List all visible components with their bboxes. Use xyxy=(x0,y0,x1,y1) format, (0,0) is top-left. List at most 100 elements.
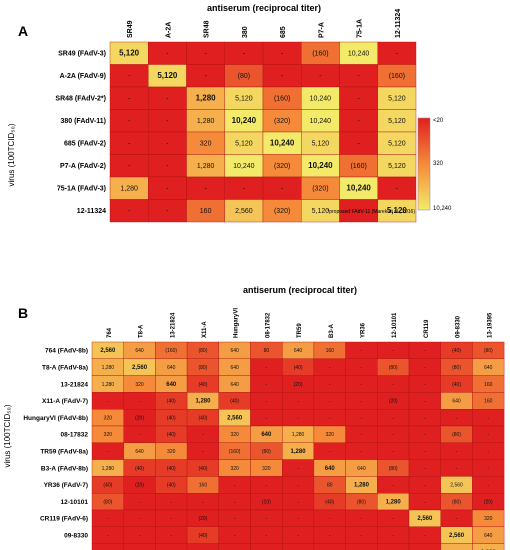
cell-value: (40) xyxy=(167,399,176,405)
cell-value: - xyxy=(139,399,141,405)
cell-value: - xyxy=(202,499,204,505)
cell-value: - xyxy=(170,533,172,539)
cell-value: - xyxy=(204,51,207,58)
cell-value: - xyxy=(128,141,131,148)
cell-value: - xyxy=(487,432,489,438)
cell-value: - xyxy=(139,432,141,438)
cell-value: (80) xyxy=(357,499,366,505)
cell-value: (10) xyxy=(262,499,271,505)
cell-value: - xyxy=(128,96,131,103)
cell-value: 640 xyxy=(261,432,272,438)
cell-value: 640 xyxy=(325,466,336,472)
cell-value: - xyxy=(392,382,394,388)
column-header: 13-19395 xyxy=(487,312,493,338)
cell-value: 5,120 xyxy=(388,163,406,170)
cell-value: - xyxy=(357,73,360,80)
cell-value: - xyxy=(281,73,284,80)
cell-value: - xyxy=(170,516,172,522)
cell-value: - xyxy=(297,466,299,472)
cell-value: - xyxy=(139,533,141,539)
cell-value: 1,280 xyxy=(291,449,307,455)
cell-value: - xyxy=(297,483,299,489)
cell-value: (80) xyxy=(198,365,207,371)
cell-value: 640 xyxy=(484,533,493,539)
column-header: 380 xyxy=(242,26,249,38)
cell-value: (320) xyxy=(274,163,290,170)
cell-value: 2,560 xyxy=(227,415,243,421)
cell-value: - xyxy=(266,399,268,405)
cell-value: 1,280 xyxy=(102,382,115,388)
cell-value: (20) xyxy=(484,499,493,505)
cell-value: 10,240 xyxy=(233,163,255,170)
cell-value: - xyxy=(392,533,394,539)
cell-value: 10,240 xyxy=(348,51,370,58)
cell-value: - xyxy=(487,466,489,472)
cell-value: (20) xyxy=(135,483,144,489)
cell-value: - xyxy=(166,51,169,58)
heatmap-cell xyxy=(472,543,505,550)
cell-value: - xyxy=(361,432,363,438)
cell-value: - xyxy=(329,382,331,388)
cell-value: - xyxy=(487,483,489,489)
cell-value: - xyxy=(357,96,360,103)
panel-a-label: A xyxy=(18,23,28,39)
cell-value: - xyxy=(166,208,169,215)
cell-value: - xyxy=(107,449,109,455)
cell-value: 2,560 xyxy=(449,533,465,539)
cell-value: - xyxy=(456,516,458,522)
cell-value: 10,240 xyxy=(308,161,333,170)
cell-value: 320 xyxy=(262,466,271,472)
column-header: SR48 xyxy=(204,20,211,38)
heatmap-cell xyxy=(282,543,315,550)
cell-value: 320 xyxy=(230,432,239,438)
cell-value: 1,280 xyxy=(102,365,115,371)
cell-value: (40) xyxy=(167,432,176,438)
cell-value: - xyxy=(266,382,268,388)
cell-value: - xyxy=(329,415,331,421)
panel-b-ylabel: virus (100TCID₅₀) xyxy=(3,404,12,467)
cell-value: - xyxy=(234,533,236,539)
cell-value: - xyxy=(392,483,394,489)
cell-value: 1,280 xyxy=(102,466,115,472)
cell-value: - xyxy=(424,365,426,371)
row-label: 09-8330 xyxy=(64,532,88,539)
cell-value: 5,120 xyxy=(388,141,406,148)
cell-value: (40) xyxy=(198,466,207,472)
row-label: CR119 (FAdV-6) xyxy=(40,516,88,523)
column-header: X11-A xyxy=(202,321,208,338)
cell-value: - xyxy=(424,449,426,455)
cell-value: 320 xyxy=(200,141,212,148)
cell-value: 640 xyxy=(230,365,239,371)
cell-value: (160) xyxy=(229,449,241,455)
heatmap-cell xyxy=(123,543,156,550)
cell-value: (80) xyxy=(103,499,112,505)
cell-value: 640 xyxy=(357,466,366,472)
row-label: 12-10101 xyxy=(61,499,89,506)
cell-value: 2,560 xyxy=(235,208,253,215)
row-label: SR49 (FAdV-3) xyxy=(58,51,106,58)
cell-value: - xyxy=(424,415,426,421)
cell-value: - xyxy=(170,499,172,505)
cell-value: (80) xyxy=(238,73,250,80)
cell-value: - xyxy=(361,382,363,388)
column-header: 09-8330 xyxy=(456,315,462,338)
cell-value: - xyxy=(424,483,426,489)
cell-value: - xyxy=(139,516,141,522)
cell-value: - xyxy=(166,118,169,125)
heatmap-cell xyxy=(377,199,417,223)
cell-value: (80) xyxy=(389,466,398,472)
cell-value: - xyxy=(166,96,169,103)
cell-value: 5,120 xyxy=(157,71,178,80)
row-label: B3-A (FAdV-8b) xyxy=(41,465,88,472)
cell-value: 640 xyxy=(135,449,144,455)
column-header: 08-17832 xyxy=(265,312,271,338)
cell-value: (40) xyxy=(135,466,144,472)
cell-value: - xyxy=(266,516,268,522)
cell-value: 160 xyxy=(484,382,493,388)
cell-value: 5,120 xyxy=(388,96,406,103)
heatmap-cell xyxy=(345,543,378,550)
column-header: 12-10101 xyxy=(392,312,398,338)
cell-value: (40) xyxy=(452,382,461,388)
cell-value: (40) xyxy=(103,483,112,489)
